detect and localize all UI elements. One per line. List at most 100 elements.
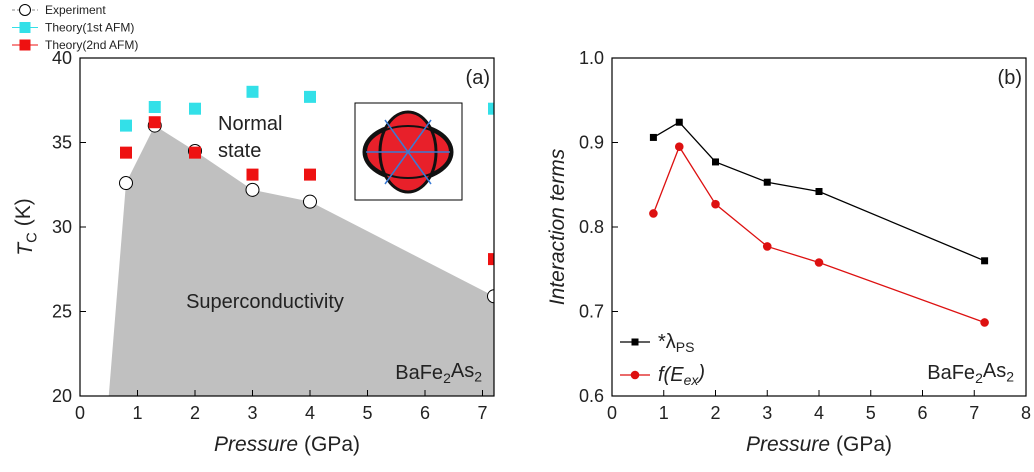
x-tick-label: 2 <box>190 403 200 423</box>
marker <box>675 118 683 126</box>
panel-b: 0 1 2 3 4 5 6 7 8 0.6 0.7 0.8 0.9 1.0 Pressure (GPa) Int… <box>546 48 1031 456</box>
text-part: T <box>14 241 37 256</box>
legend-marker <box>19 4 31 16</box>
panel-a: 0 1 2 3 4 5 6 7 20 25 30 35 40 Pressure (GPa) TC (K) (a) B… <box>12 3 495 456</box>
plot-frame <box>79 57 495 397</box>
legend-marker <box>630 370 640 380</box>
x-tick-label: 1 <box>132 403 142 423</box>
legend-marker <box>19 39 31 51</box>
x-tick-label: 6 <box>420 403 430 423</box>
annotation: state <box>218 140 261 162</box>
annotation: Superconductivity <box>186 291 344 313</box>
x-tick-label: 7 <box>969 403 979 423</box>
plot-frame <box>611 57 1027 397</box>
y-tick-label: 1.0 <box>579 48 604 68</box>
y-tick-label: 0.8 <box>579 217 604 237</box>
x-tick-label: 2 <box>710 403 720 423</box>
marker <box>120 119 132 132</box>
marker <box>303 194 317 209</box>
marker <box>981 257 989 265</box>
legend-marker <box>19 22 31 33</box>
marker <box>148 101 161 114</box>
marker <box>119 176 133 191</box>
marker <box>487 289 494 304</box>
compound-label: BaFe2As2 <box>927 360 1014 386</box>
x-tick-label: 4 <box>814 403 824 423</box>
marker <box>246 85 259 98</box>
x-tick-label: 5 <box>362 403 372 423</box>
text-part: C <box>24 232 40 243</box>
plot-area <box>108 85 494 396</box>
y-tick-label: 0.7 <box>579 302 604 322</box>
y-tick-label: 35 <box>52 133 72 153</box>
text-part: BaFe <box>395 362 443 384</box>
text-part: 2 <box>443 370 451 386</box>
text-part: BaFe <box>927 362 975 384</box>
y-axis-title: Interaction terms <box>546 148 569 305</box>
marker <box>649 209 658 218</box>
legend-label: Experiment <box>45 3 106 17</box>
text-part: ) <box>696 362 705 384</box>
plot-area <box>649 118 989 327</box>
panel-label: (b) <box>998 67 1022 89</box>
legend-marker <box>631 338 639 346</box>
marker <box>304 90 316 103</box>
text-part: As <box>451 360 474 382</box>
y-axis-title-unit: (K) <box>12 198 35 226</box>
x-axis-title-unit: (GPa) <box>836 433 892 456</box>
text-part: PS <box>676 339 695 355</box>
x-tick-label: 8 <box>1021 403 1031 423</box>
y-tick-label: 20 <box>52 386 72 406</box>
marker <box>488 102 494 115</box>
x-axis-title: Pressure (GPa) <box>214 433 360 456</box>
inset-line <box>384 119 432 185</box>
x-tick-label: 1 <box>659 403 669 423</box>
marker <box>711 199 720 209</box>
y-axis-title-main: Interaction terms <box>546 148 569 305</box>
x-tick-label: 0 <box>607 403 617 423</box>
y-tick-label: 0.6 <box>579 386 604 406</box>
annotation: Normal <box>218 113 282 135</box>
panel-label: (a) <box>466 67 490 89</box>
marker <box>712 158 719 166</box>
x-axis-title: Pressure (GPa) <box>746 433 892 456</box>
text-part: 2 <box>1006 368 1014 384</box>
x-tick-label: 7 <box>477 403 487 423</box>
legend-label: Theory(2nd AFM) <box>45 38 138 52</box>
y-tick-label: 40 <box>52 48 72 68</box>
text-part: As <box>983 360 1006 382</box>
marker <box>488 253 494 266</box>
marker <box>763 178 771 186</box>
x-axis-title-main: Pressure <box>214 433 298 456</box>
legend-label: f(Eex) <box>658 362 705 388</box>
legend-label: *λPS <box>658 331 694 355</box>
x-tick-label: 3 <box>762 403 772 423</box>
text-part: f(E <box>658 364 684 386</box>
text-part: 2 <box>474 368 482 384</box>
x-tick-label: 6 <box>917 403 927 423</box>
marker <box>120 146 132 159</box>
marker <box>814 258 824 267</box>
marker <box>148 116 161 129</box>
legend-label: Theory(1st AFM) <box>45 21 134 35</box>
marker <box>189 146 201 159</box>
y-tick-label: 25 <box>52 302 72 322</box>
marker <box>674 142 684 152</box>
marker <box>649 133 657 141</box>
text-part: 2 <box>975 370 983 386</box>
text-part: ex <box>684 372 700 388</box>
series-line <box>652 145 985 324</box>
x-axis-title-main: Pressure <box>746 433 830 456</box>
text-part: *λ <box>658 331 676 353</box>
x-axis-title-unit: (GPa) <box>304 433 360 456</box>
marker <box>815 188 823 196</box>
marker <box>980 318 989 327</box>
y-tick-label: 0.9 <box>579 133 604 153</box>
marker <box>189 102 201 115</box>
y-tick-label: 30 <box>52 217 72 237</box>
compound-label: BaFe2As2 <box>395 360 482 386</box>
phase-area <box>108 125 494 396</box>
series-line <box>653 121 985 262</box>
